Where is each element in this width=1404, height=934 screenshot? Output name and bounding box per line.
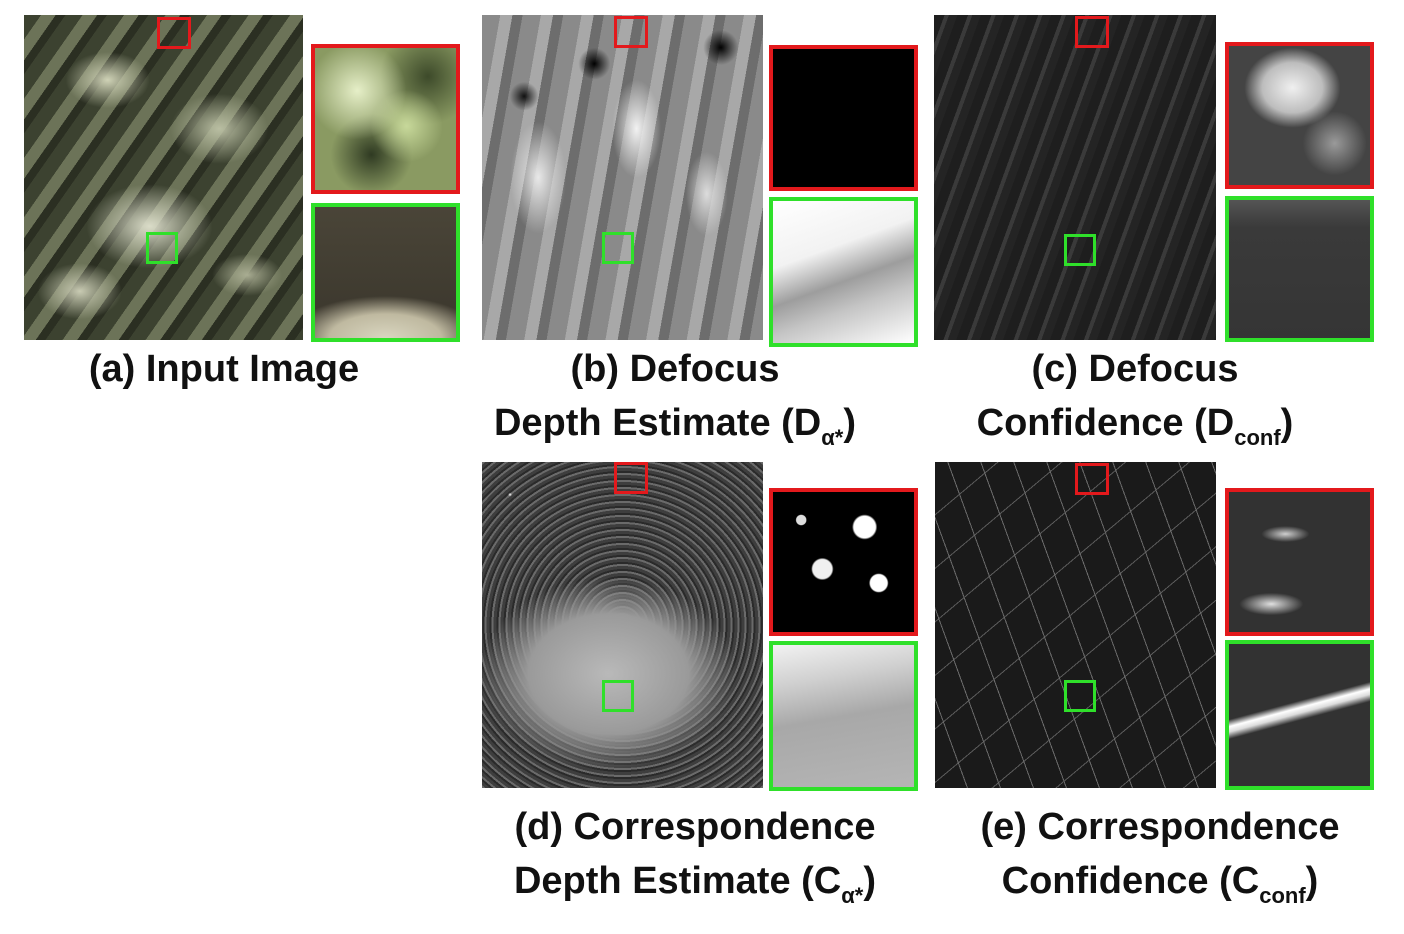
green-zoom-inset <box>1225 196 1374 342</box>
input-image <box>24 15 303 340</box>
green-zoom-inset <box>769 641 918 791</box>
green-region-marker <box>602 680 634 712</box>
defocus-confidence-image <box>934 15 1216 340</box>
green-region-marker <box>146 232 178 264</box>
red-zoom-inset <box>311 44 460 194</box>
red-zoom-inset <box>1225 488 1374 636</box>
red-region-marker <box>614 462 648 494</box>
green-region-marker <box>1064 234 1096 266</box>
red-zoom-inset <box>769 488 918 636</box>
caption-d: (d) Correspondence Depth Estimate (Cα*) <box>513 806 877 908</box>
red-region-marker <box>157 17 191 49</box>
red-region-marker <box>1075 16 1109 48</box>
caption-b: (b) Defocus Depth Estimate (Dα*) <box>493 348 857 450</box>
correspondence-confidence-image <box>935 462 1216 788</box>
red-region-marker <box>1075 463 1109 495</box>
caption-e: (e) Correspondence Confidence (Cconf) <box>980 806 1340 908</box>
green-region-marker <box>1064 680 1096 712</box>
red-region-marker <box>614 16 648 48</box>
green-region-marker <box>602 232 634 264</box>
red-zoom-inset <box>1225 42 1374 189</box>
red-zoom-inset <box>769 45 918 191</box>
correspondence-depth-image <box>482 462 763 788</box>
caption-c: (c) Defocus Confidence (Dconf) <box>976 348 1294 450</box>
defocus-depth-image <box>482 15 763 340</box>
green-zoom-inset <box>1225 640 1374 790</box>
green-zoom-inset <box>311 203 460 342</box>
green-zoom-inset <box>769 197 918 347</box>
caption-a: (a) Input Image <box>88 348 360 390</box>
